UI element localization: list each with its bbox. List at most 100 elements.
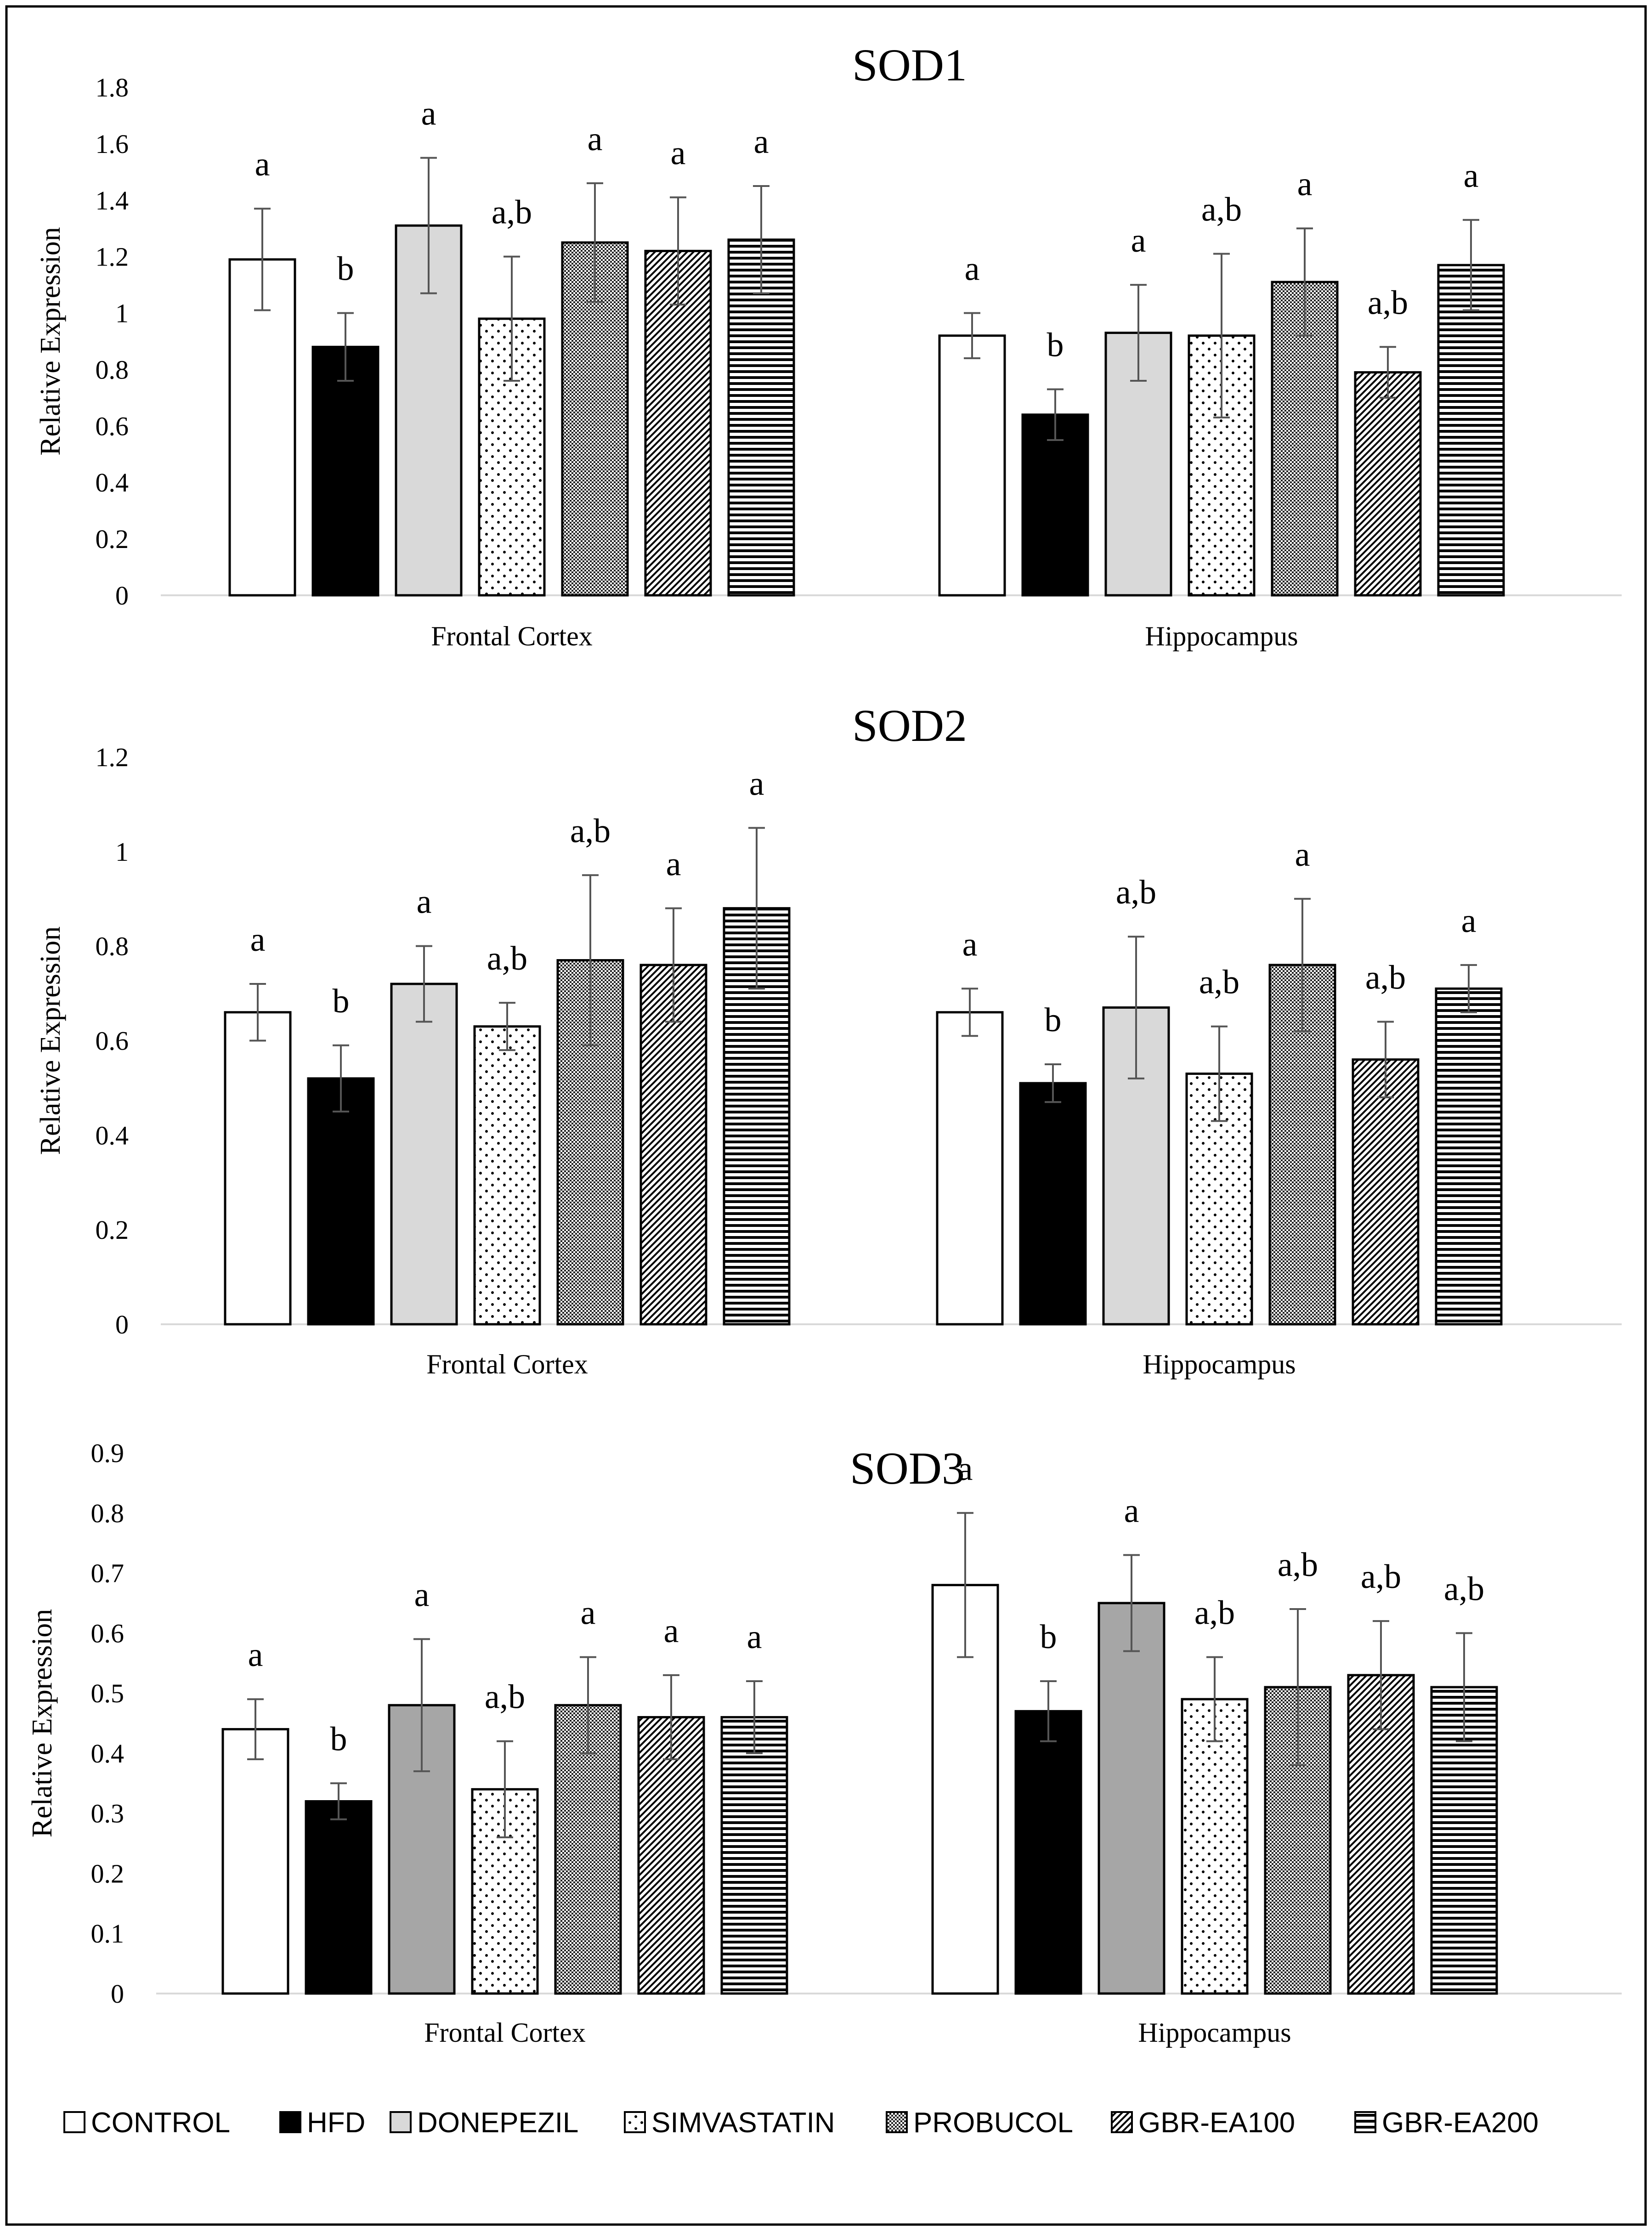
bar-simvastatin xyxy=(1181,1698,1249,1995)
y-axis-label: Relative Expression xyxy=(35,926,66,1155)
sod1-panel: SOD1 Relative Expression 0 0.2 0.4 0.6 0.8 1 1.2… xyxy=(35,40,1622,651)
significance-label: a,b xyxy=(1361,1558,1401,1596)
category-label: Frontal Cortex xyxy=(424,2017,586,2048)
y-axis-label: Relative Expression xyxy=(35,227,66,456)
significance-label: a xyxy=(248,1636,263,1674)
significance-label: a,b xyxy=(1194,1594,1235,1632)
y-tick-label: 0 xyxy=(115,581,129,610)
bar-hfd xyxy=(305,1800,373,1995)
significance-label: a xyxy=(1464,157,1479,195)
y-tick-label: 0.8 xyxy=(91,1498,124,1528)
y-axis-label: Relative Expression xyxy=(27,1609,58,1838)
bar-control xyxy=(936,1011,1004,1326)
significance-label: b xyxy=(1047,326,1064,364)
legend-swatch-donepezil xyxy=(390,2111,412,2133)
legend-swatch-hfd xyxy=(279,2111,301,2133)
y-tick-label: 0.4 xyxy=(96,1120,129,1150)
y-tick-label: 0.8 xyxy=(96,355,129,384)
category-label: Hippocampus xyxy=(1138,2017,1291,2048)
y-tick-label: 1.8 xyxy=(96,73,129,102)
significance-label: a,b xyxy=(487,940,527,977)
category-label: Hippocampus xyxy=(1145,621,1298,651)
legend-label: DONEPEZIL xyxy=(417,2107,578,2139)
significance-label: a,b xyxy=(492,194,532,232)
y-tick-label: 1.2 xyxy=(96,742,129,772)
significance-label: a xyxy=(671,135,686,172)
bar-hfd xyxy=(1014,1710,1082,1995)
legend-swatch-gbr-ea200 xyxy=(1354,2111,1376,2133)
legend-swatch-probucol xyxy=(886,2111,908,2133)
bar-gbr-ea200 xyxy=(720,1716,788,1995)
chart-title: SOD1 xyxy=(852,40,967,90)
y-tick-label: 0.7 xyxy=(91,1559,124,1588)
bar-simvastatin xyxy=(471,1788,539,1995)
chart-title: SOD2 xyxy=(852,700,967,751)
y-tick-label: 0 xyxy=(111,1979,124,2009)
chart-title: SOD3 xyxy=(850,1443,965,1494)
bar-hfd xyxy=(1021,413,1089,597)
bar-simvastatin xyxy=(473,1025,541,1326)
y-tick-label: 0.6 xyxy=(91,1618,124,1648)
significance-label: a,b xyxy=(1365,959,1406,996)
significance-label: a xyxy=(417,883,432,921)
significance-label: b xyxy=(330,1720,347,1758)
y-tick-label: 1.4 xyxy=(96,186,129,215)
bar-gbr-ea100 xyxy=(639,964,707,1326)
y-tick-label: 0.6 xyxy=(96,1026,129,1056)
significance-label: a xyxy=(1461,902,1477,940)
significance-label: b xyxy=(337,250,354,288)
significance-label: a xyxy=(414,1576,430,1614)
bar-hfd xyxy=(1019,1082,1087,1326)
y-tick-label: 0.3 xyxy=(91,1799,124,1829)
bar-donepezil xyxy=(390,983,458,1326)
significance-label: a,b xyxy=(1278,1546,1318,1584)
bar-gbr-ea200 xyxy=(1437,264,1505,597)
y-tick-label: 0.2 xyxy=(96,1215,129,1245)
bar-gbr-ea200 xyxy=(727,238,795,597)
y-tick-label: 0.4 xyxy=(91,1739,124,1768)
significance-label: a xyxy=(962,926,978,963)
bar-control xyxy=(938,334,1006,597)
legend-label: HFD xyxy=(307,2107,365,2139)
legend-swatch-gbr-ea100 xyxy=(1111,2111,1133,2133)
significance-label: a xyxy=(421,95,436,133)
significance-label: a,b xyxy=(1444,1570,1484,1608)
significance-label: a xyxy=(581,1594,596,1632)
category-label: Frontal Cortex xyxy=(431,621,593,651)
y-tick-label: 0.4 xyxy=(96,468,129,497)
significance-label: a xyxy=(1131,222,1146,260)
category-label: Frontal Cortex xyxy=(426,1349,588,1379)
significance-label: a,b xyxy=(1368,284,1408,322)
bar-gbr-ea100 xyxy=(1352,1058,1420,1326)
significance-label: a xyxy=(664,1612,679,1650)
significance-label: b xyxy=(1045,1001,1062,1039)
legend-label: PROBUCOL xyxy=(913,2107,1073,2139)
y-tick-label: 0 xyxy=(115,1310,129,1339)
y-tick-label: 0.2 xyxy=(96,524,129,554)
bar-gbr-ea100 xyxy=(1354,371,1422,597)
significance-label: a xyxy=(250,921,266,959)
significance-label: a xyxy=(958,1450,973,1488)
legend-label: CONTROL xyxy=(91,2107,230,2139)
y-tick-label: 0.9 xyxy=(91,1438,124,1468)
significance-label: a xyxy=(255,146,270,183)
significance-label: b xyxy=(1040,1618,1057,1656)
legend-label: GBR-EA200 xyxy=(1382,2107,1539,2139)
sod3-panel: SOD3 Relative Expression 0 0.1 0.2 0.3 0.4 0.5 0… xyxy=(27,1438,1622,2048)
significance-label: a,b xyxy=(570,812,611,850)
significance-label: a,b xyxy=(1116,874,1156,911)
significance-label: a xyxy=(1295,836,1310,874)
y-tick-label: 0.8 xyxy=(96,932,129,961)
bar-gbr-ea200 xyxy=(1435,987,1503,1326)
significance-label: a,b xyxy=(1201,191,1242,229)
significance-label: a xyxy=(749,765,764,802)
y-tick-label: 1 xyxy=(115,837,129,867)
significance-label: b xyxy=(333,983,350,1020)
legend: CONTROL HFD DONEPEZIL SIMVASTATIN PROBUCOL GB… xyxy=(63,2107,1539,2139)
significance-label: a xyxy=(1124,1492,1139,1530)
category-label: Hippocampus xyxy=(1143,1349,1296,1379)
y-tick-label: 1.2 xyxy=(96,242,129,272)
bar-hfd xyxy=(307,1077,375,1326)
legend-swatch-simvastatin xyxy=(624,2111,646,2133)
